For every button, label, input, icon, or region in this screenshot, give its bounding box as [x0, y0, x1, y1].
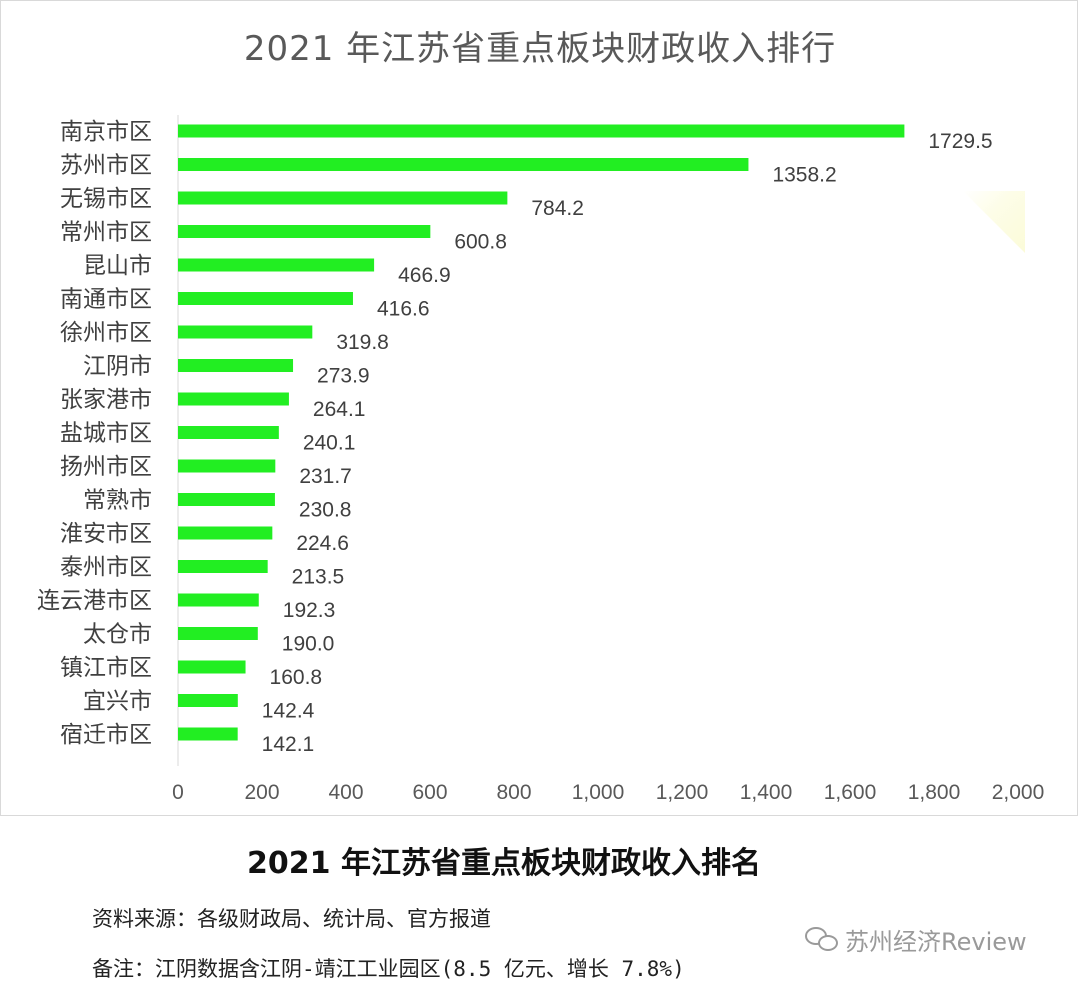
category-label-15: 太仓市	[83, 622, 152, 648]
bar-11	[178, 493, 275, 506]
x-tick-label-4: 800	[496, 781, 531, 804]
value-label-6: 319.8	[336, 331, 389, 354]
value-label-16: 160.8	[270, 666, 323, 689]
caption-title: 2021 年江苏省重点板块财政收入排名	[247, 846, 761, 881]
category-label-10: 扬州市区	[60, 454, 152, 480]
bar-10	[178, 459, 276, 473]
value-label-1: 1358.2	[772, 164, 836, 187]
value-label-0: 1729.5	[928, 130, 992, 153]
category-label-4: 昆山市	[83, 253, 152, 279]
bar-5	[178, 292, 353, 305]
bar-1	[178, 158, 749, 171]
category-label-0: 南京市区	[60, 119, 152, 145]
chart-title: 2021 年江苏省重点板块财政收入排行	[243, 29, 837, 69]
value-label-13: 213.5	[292, 566, 345, 589]
value-label-7: 273.9	[317, 365, 370, 388]
value-label-9: 240.1	[303, 432, 356, 455]
bar-4	[178, 258, 375, 272]
bar-15	[178, 627, 258, 640]
bar-0	[178, 124, 905, 138]
category-label-11: 常熟市	[83, 488, 152, 514]
source-note: 资料来源：各级财政局、统计局、官方报道	[92, 907, 491, 931]
category-label-7: 江阴市	[83, 354, 152, 380]
watermark-text: 苏州经济Review	[845, 928, 1027, 956]
x-tick-label-2: 400	[328, 781, 363, 804]
chart-frame: 2021 年江苏省重点板块财政收入排行 南京市区 1729.5 苏州市区 1358.2…	[0, 0, 1078, 816]
bar-2	[178, 191, 508, 205]
category-label-2: 无锡市区	[60, 186, 152, 212]
bar-7	[178, 359, 294, 372]
category-label-5: 南通市区	[60, 287, 152, 313]
bar-3	[178, 225, 431, 238]
wechat-icon	[805, 926, 839, 953]
x-tick-label-1: 200	[244, 781, 279, 804]
bar-16	[178, 660, 246, 674]
watermark: 苏州经济Review	[805, 922, 1027, 957]
x-tick-label-9: 1,800	[908, 781, 961, 804]
category-label-16: 镇江市区	[60, 655, 152, 681]
value-label-5: 416.6	[377, 298, 430, 321]
bar-8	[178, 392, 289, 406]
category-label-8: 张家港市	[60, 387, 152, 413]
value-label-3: 600.8	[454, 231, 507, 254]
value-label-15: 190.0	[282, 633, 335, 656]
category-label-17: 宜兴市	[83, 689, 152, 715]
category-label-6: 徐州市区	[60, 320, 152, 346]
bar-18	[178, 727, 238, 741]
x-tick-label-3: 600	[412, 781, 447, 804]
value-label-2: 784.2	[531, 197, 584, 220]
value-label-17: 142.4	[262, 700, 315, 723]
bar-17	[178, 694, 238, 707]
category-label-12: 淮安市区	[60, 521, 152, 547]
value-label-18: 142.1	[262, 733, 315, 756]
category-label-14: 连云港市区	[37, 588, 152, 614]
x-tick-label-5: 1,000	[572, 781, 625, 804]
value-label-8: 264.1	[313, 398, 366, 421]
x-tick-label-10: 2,000	[992, 781, 1045, 804]
category-label-3: 常州市区	[60, 220, 152, 246]
bar-chart: 南京市区 1729.5 苏州市区 1358.2 无锡市区 784.2 常州市区 600.8 昆山…	[37, 115, 1045, 804]
x-tick-label-8: 1,600	[824, 781, 877, 804]
x-tick-label-7: 1,400	[740, 781, 793, 804]
category-label-18: 宿迁市区	[60, 722, 152, 748]
remark-note: 备注：江阴数据含江阴-靖江工业园区(8.5 亿元、增长 7.8%)	[92, 957, 685, 981]
bar-12	[178, 526, 273, 540]
category-label-1: 苏州市区	[60, 153, 152, 179]
value-label-12: 224.6	[296, 532, 349, 555]
value-label-11: 230.8	[299, 499, 352, 522]
bar-9	[178, 426, 279, 439]
value-label-4: 466.9	[398, 264, 451, 287]
x-tick-label-6: 1,200	[656, 781, 709, 804]
category-label-13: 泰州市区	[60, 555, 152, 581]
bar-6	[178, 325, 313, 339]
value-label-10: 231.7	[299, 465, 352, 488]
category-label-9: 盐城市区	[60, 421, 152, 447]
x-tick-label-0: 0	[172, 781, 184, 804]
bar-13	[178, 560, 268, 573]
bar-14	[178, 593, 259, 607]
value-label-14: 192.3	[283, 599, 336, 622]
